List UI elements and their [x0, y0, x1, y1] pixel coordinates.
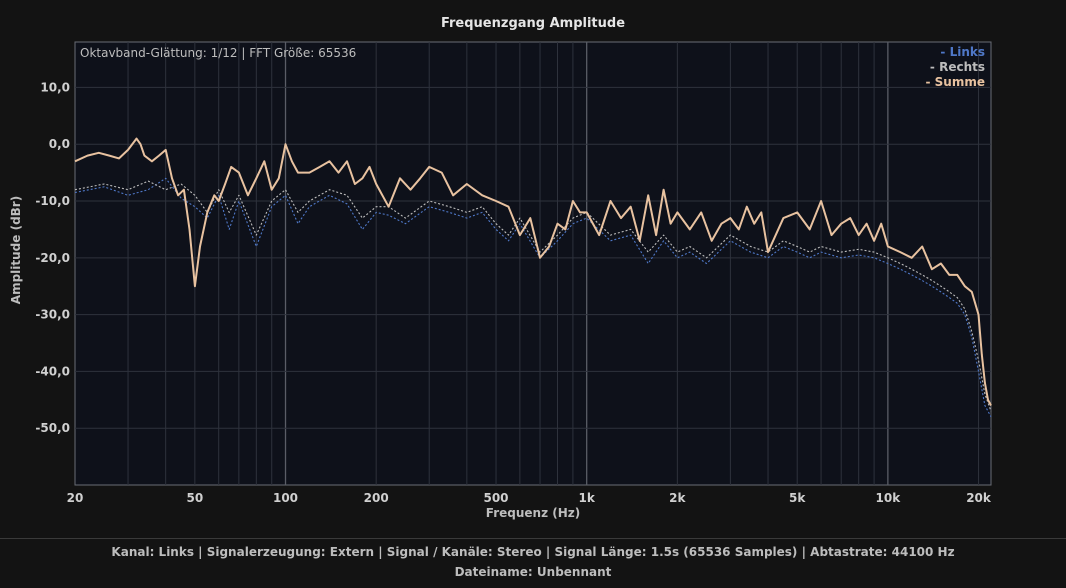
y-tick-label: -40,0 [35, 364, 70, 378]
tick-labels: 20 50 100 200 500 1k 2k 5k 10k 20k 10,0 0,0 -10,0 -20… [35, 80, 991, 505]
plot-area [74, 41, 992, 486]
chart-title: Frequenzgang Amplitude [441, 16, 625, 31]
y-tick-label: 0,0 [49, 137, 70, 151]
x-tick-label: 1k [579, 491, 596, 505]
series-line-summe [74, 137, 992, 406]
x-tick-label: 500 [483, 491, 508, 505]
x-tick-label: 50 [186, 491, 203, 505]
footer-divider [0, 538, 1066, 539]
x-tick-label: 200 [364, 491, 389, 505]
x-axis-label: Frequenz (Hz) [486, 506, 580, 520]
grid-lines [75, 42, 991, 485]
x-tick-label: 100 [273, 491, 298, 505]
legend: - Links- Rechts- Summe [926, 45, 986, 89]
legend-entry: - Rechts [930, 60, 985, 74]
footer-status-line: Kanal: Links | Signalerzeugung: Extern |… [111, 545, 955, 559]
x-tick-label: 5k [789, 491, 806, 505]
footer-filename-line: Dateiname: Unbennant [454, 565, 612, 579]
legend-entry: - Links [940, 45, 985, 59]
y-tick-label: -30,0 [35, 308, 70, 322]
y-axis-label: Amplitude (dBr) [9, 196, 23, 304]
x-tick-label: 10k [876, 491, 902, 505]
y-tick-label: -20,0 [35, 251, 70, 265]
frequency-response-chart: 20 50 100 200 500 1k 2k 5k 10k 20k 10,0 0,0 -10,0 -20… [9, 16, 992, 520]
chart-info-text: Oktavband-Glättung: 1/12 | FFT Größe: 65… [80, 46, 356, 60]
data-series [74, 137, 992, 418]
x-tick-label: 20 [67, 491, 84, 505]
x-tick-label: 2k [669, 491, 686, 505]
x-tick-label: 20k [966, 491, 992, 505]
legend-entry: - Summe [926, 75, 986, 89]
y-tick-label: -10,0 [35, 194, 70, 208]
y-tick-label: 10,0 [40, 80, 70, 94]
y-tick-label: -50,0 [35, 421, 70, 435]
series-line-rechts [74, 180, 992, 412]
series-line-links [74, 177, 992, 418]
